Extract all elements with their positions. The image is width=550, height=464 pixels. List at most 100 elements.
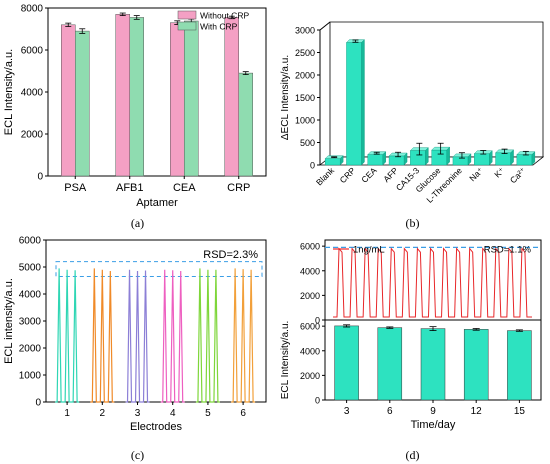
bar — [61, 24, 76, 177]
chart-d: 1ng/mL RSD=1.1% 0200040006000020004000600… — [280, 239, 542, 431]
rsd-band — [55, 261, 263, 277]
x-tick-label: CRP — [227, 182, 250, 194]
y-tick-label: 4000 — [19, 290, 42, 301]
x-tick-label: CEA — [173, 182, 196, 194]
bar — [367, 154, 383, 166]
x-tick-label: 2 — [100, 408, 106, 419]
y-tick-label: 4000 — [300, 266, 320, 276]
y-tick-label: 0 — [315, 396, 320, 406]
y-tick-label: 0 — [310, 161, 315, 171]
x-tick-label: Blank — [314, 165, 337, 188]
chart-b: 0 500 1000 1500 2000 2500 3000 ΔECL Intensity/a… — [280, 21, 545, 205]
y-tick-label: 3000 — [295, 26, 315, 36]
x-axis-title: Time/day — [411, 419, 456, 431]
chart-c: 0 1000 2000 3000 4000 5000 6000 ECL intensity/a… — [3, 236, 267, 433]
bar-side — [361, 39, 365, 166]
legend-swatch — [177, 10, 197, 20]
y-tick-label: 2000 — [300, 371, 320, 381]
y-tick-label: 1000 — [19, 371, 42, 382]
y-tick-label: 0 — [37, 172, 43, 183]
bar — [463, 329, 489, 401]
y-tick-label: 1500 — [295, 93, 315, 103]
bar — [377, 327, 403, 401]
bar — [334, 325, 359, 401]
bar — [452, 156, 469, 166]
x-axis-title: Aptamer — [136, 197, 178, 209]
electrode-trace — [231, 268, 256, 403]
bar-side — [446, 146, 450, 166]
y-tick-label: 5000 — [19, 263, 42, 274]
x-tick-label: 3 — [344, 406, 350, 417]
y-tick-label: 500 — [300, 138, 315, 148]
y-tick-label: 4000 — [300, 346, 320, 356]
x-tick-label: 6 — [387, 406, 393, 417]
y-tick-label: 3000 — [19, 317, 42, 328]
y-axis-title: ECL Intensity/a.u. — [280, 321, 291, 400]
y-tick-label: 1000 — [295, 116, 315, 126]
legend-label: Without CRP — [200, 11, 249, 21]
bar — [324, 158, 341, 166]
x-tick-label: 5 — [205, 408, 211, 419]
y-tick-label: 2000 — [19, 344, 42, 355]
y-tick-label: 2000 — [21, 130, 44, 141]
x-tick-label: 3 — [135, 408, 141, 419]
x-tick-label: PSA — [64, 182, 87, 194]
x-axis-title: Electrodes — [130, 421, 182, 433]
electrode-trace — [55, 268, 80, 403]
y-tick-label: 4000 — [21, 88, 44, 99]
bar — [516, 154, 533, 166]
x-tick-label: 6 — [240, 408, 246, 419]
electrode-trace — [160, 269, 185, 403]
chart-a: 0 2000 4000 6000 8000 ECL Intensity/a.u. PSA AF… — [3, 4, 267, 209]
x-tick-label: K⁺ — [492, 165, 507, 180]
x-tick-label: AFB1 — [116, 182, 144, 194]
legend-label: With CRP — [200, 22, 238, 32]
y-tick-label: 0 — [35, 398, 41, 409]
y-tick-label: 6000 — [19, 236, 42, 247]
bar — [115, 14, 130, 177]
bar — [431, 149, 447, 166]
y-tick-label: 6000 — [300, 322, 320, 332]
bar — [170, 22, 185, 177]
x-tick-label: 4 — [170, 408, 176, 419]
electrode-trace — [125, 269, 150, 403]
electrode-trace — [195, 268, 220, 403]
caption-a: (a) — [130, 216, 145, 230]
x-tick-label: CRP — [338, 165, 358, 185]
y-tick-label: 6000 — [300, 242, 320, 252]
bar — [507, 330, 532, 401]
y-axis-title: ECL intensity/a.u. — [3, 278, 15, 364]
bar-side — [510, 149, 514, 166]
y-tick-label: 2000 — [295, 71, 315, 81]
bar — [75, 30, 90, 177]
y-tick-label: 0 — [315, 316, 320, 326]
bar — [129, 17, 144, 177]
y-tick-label: 2000 — [300, 291, 320, 301]
bar — [184, 20, 199, 177]
x-tick-label: Na⁺ — [467, 165, 485, 183]
rsd-annotation: RSD=1.1% — [484, 245, 532, 256]
rsd-annotation: RSD=2.3% — [203, 249, 258, 261]
caption-c: (c) — [130, 448, 145, 462]
bar — [474, 153, 490, 166]
bar — [495, 152, 511, 166]
x-tick-label: 9 — [430, 406, 436, 417]
y-tick-label: 8000 — [21, 4, 44, 15]
caption-b: (b) — [405, 216, 420, 230]
legend-label: 1ng/mL — [353, 245, 385, 256]
y-tick-label: 2500 — [295, 48, 315, 58]
x-tick-label: CEA — [359, 165, 379, 185]
bar — [388, 155, 405, 166]
bar — [420, 328, 446, 401]
x-tick-label: Ca²⁺ — [508, 165, 528, 185]
caption-d: (d) — [405, 448, 420, 462]
x-tick-label: 12 — [471, 406, 483, 417]
electrode-trace — [90, 268, 115, 403]
bar — [238, 72, 253, 177]
legend-swatch — [177, 21, 197, 31]
x-tick-label: 15 — [514, 406, 526, 417]
bar — [224, 17, 239, 177]
y-axis-title: ECL Intensity/a.u. — [3, 49, 15, 135]
stability-trace — [333, 247, 532, 318]
bar — [410, 150, 426, 166]
